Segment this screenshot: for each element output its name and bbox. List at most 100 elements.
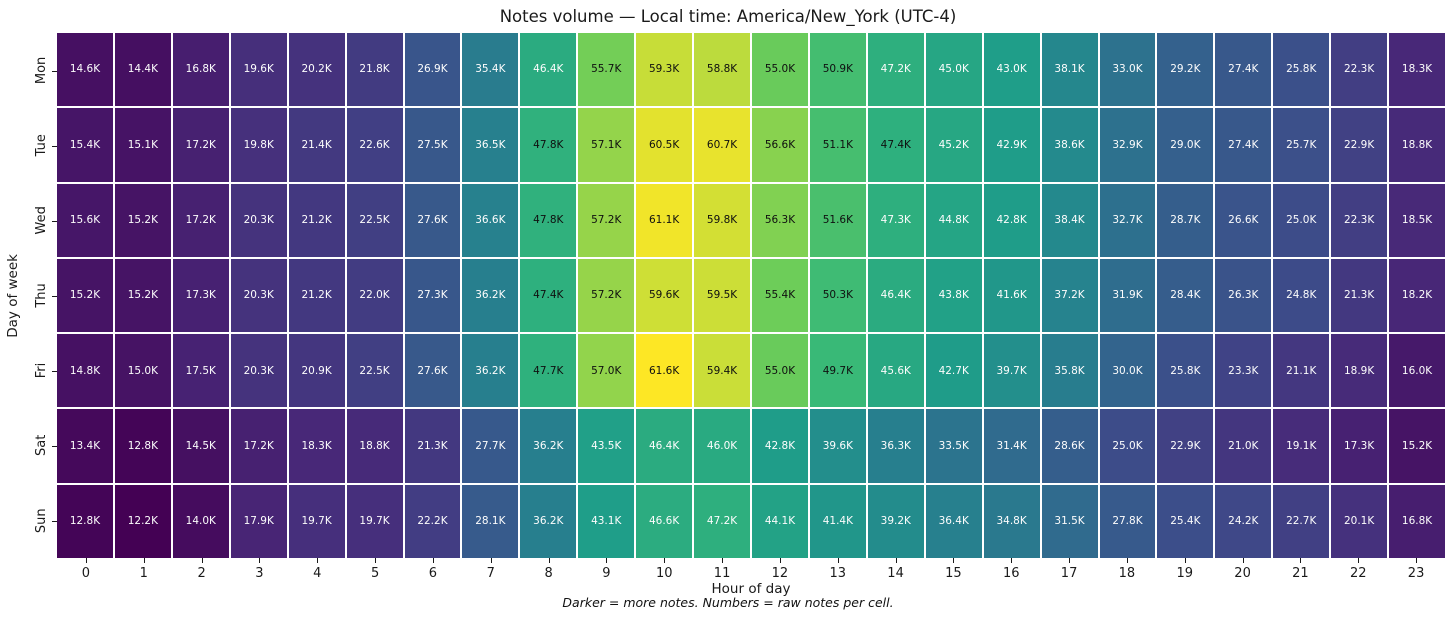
- x-tick-mark: [143, 558, 145, 563]
- heatmap-cell: 46.4K: [867, 258, 924, 333]
- heatmap-cell: 49.7K: [809, 334, 866, 408]
- heatmap-cell: 22.5K: [346, 183, 403, 257]
- heatmap-cell: 38.1K: [1041, 33, 1098, 107]
- heatmap-cell: 27.3K: [404, 258, 461, 333]
- x-tick-label: 12: [771, 566, 789, 581]
- x-tick-label: 6: [428, 566, 438, 581]
- x-tick-label: 2: [197, 566, 206, 581]
- heatmap-cell: 12.8K: [57, 484, 113, 558]
- heatmap-cell: 25.4K: [1157, 484, 1214, 558]
- heatmap-cell: 42.8K: [752, 409, 808, 483]
- heatmap-cell: 26.6K: [1215, 183, 1272, 257]
- heatmap-cell: 16.8K: [172, 33, 229, 107]
- heatmap-cell: 29.0K: [1157, 108, 1214, 182]
- x-tick-mark: [1242, 558, 1244, 563]
- heatmap-cell: 17.2K: [172, 108, 229, 182]
- heatmap-cell: 28.1K: [462, 484, 519, 558]
- heatmap-cell: 36.2K: [520, 484, 577, 558]
- x-axis-ticks: 0 1 2 3 4 5 6 7 8 9 10 11 12 13 14 15 16 17 18 19 20 21 22 23: [57, 558, 1445, 584]
- heatmap-cell: 42.7K: [925, 334, 982, 408]
- heatmap-cell: 27.6K: [404, 183, 461, 257]
- y-tick-label: Tue: [34, 134, 49, 157]
- x-tick-mark: [1069, 558, 1071, 563]
- y-tick-label: Sun: [34, 508, 49, 533]
- heatmap-cell: 27.4K: [1215, 108, 1272, 182]
- heatmap-cell: 17.3K: [1331, 409, 1388, 483]
- heatmap-cell: 31.5K: [1041, 484, 1098, 558]
- heatmap-cell: 15.6K: [57, 183, 113, 257]
- heatmap-cell: 43.1K: [578, 484, 635, 558]
- heatmap-cell: 29.2K: [1157, 33, 1214, 107]
- heatmap-cell: 59.8K: [694, 183, 750, 257]
- heatmap-cell: 17.2K: [230, 409, 287, 483]
- heatmap-cell: 25.7K: [1273, 108, 1330, 182]
- x-tick-mark: [317, 558, 319, 563]
- x-tick-mark: [664, 558, 666, 563]
- x-tick-label: 7: [486, 566, 495, 581]
- heatmap-cell: 20.3K: [230, 334, 287, 408]
- heatmap-cell: 18.8K: [346, 409, 403, 483]
- heatmap-cell: 31.4K: [983, 409, 1040, 483]
- heatmap-cell: 21.3K: [1331, 258, 1388, 333]
- heatmap-cell: 51.6K: [809, 183, 866, 257]
- heatmap-cell: 14.4K: [114, 33, 171, 107]
- heatmap-cell: 28.4K: [1157, 258, 1214, 333]
- heatmap-cell: 19.6K: [230, 33, 287, 107]
- heatmap-cell: 20.2K: [288, 33, 345, 107]
- heatmap-cell: 36.5K: [462, 108, 519, 182]
- y-tick-label: Mon: [34, 56, 49, 85]
- heatmap-cell: 36.2K: [462, 334, 519, 408]
- heatmap-cell: 28.7K: [1157, 183, 1214, 257]
- heatmap-cell: 31.9K: [1099, 258, 1156, 333]
- x-tick-mark: [1300, 558, 1302, 563]
- x-tick-label: 11: [713, 566, 731, 581]
- heatmap-cell: 59.3K: [636, 33, 693, 107]
- heatmap-cell: 21.4K: [288, 108, 345, 182]
- x-tick-label: 16: [1002, 566, 1020, 581]
- y-tick-label: Wed: [34, 206, 49, 235]
- x-tick-label: 1: [139, 566, 148, 581]
- heatmap-cell: 17.3K: [172, 258, 229, 333]
- heatmap-cell: 27.8K: [1099, 484, 1156, 558]
- heatmap-cell: 36.6K: [462, 183, 519, 257]
- heatmap-cell: 36.2K: [520, 409, 577, 483]
- heatmap-cell: 36.2K: [462, 258, 519, 333]
- heatmap-cell: 17.2K: [172, 183, 229, 257]
- heatmap-cell: 47.7K: [520, 334, 577, 408]
- heatmap-cell: 35.8K: [1041, 334, 1098, 408]
- x-tick-label: 0: [81, 566, 91, 581]
- heatmap-cell: 39.6K: [809, 409, 866, 483]
- heatmap-cell: 15.2K: [57, 258, 113, 333]
- heatmap-cell: 57.1K: [578, 108, 635, 182]
- heatmap-cell: 45.2K: [925, 108, 982, 182]
- y-tick-label: Sat: [34, 434, 49, 457]
- heatmap-cell: 60.5K: [636, 108, 693, 182]
- heatmap-cell: 41.4K: [809, 484, 866, 558]
- heatmap-cell: 20.3K: [230, 183, 287, 257]
- heatmap-cell: 56.3K: [752, 183, 808, 257]
- heatmap-cell: 21.3K: [404, 409, 461, 483]
- y-tick-mark: [52, 445, 57, 447]
- heatmap-cell: 55.0K: [752, 33, 808, 107]
- x-tick-mark: [201, 558, 203, 563]
- heatmap-cell: 14.8K: [57, 334, 113, 408]
- heatmap-cell: 47.4K: [520, 258, 577, 333]
- heatmap-cell: 22.9K: [1331, 108, 1388, 182]
- y-axis-label: Day of week: [5, 253, 21, 338]
- heatmap-cell: 24.8K: [1273, 258, 1330, 333]
- heatmap-cell: 15.0K: [114, 334, 171, 408]
- heatmap-cell: 43.0K: [983, 33, 1040, 107]
- heatmap-cell: 21.0K: [1215, 409, 1272, 483]
- x-tick-mark: [85, 558, 87, 563]
- heatmap-cell: 18.2K: [1389, 258, 1445, 333]
- heatmap-cell: 50.3K: [809, 258, 866, 333]
- heatmap-cell: 19.8K: [230, 108, 287, 182]
- y-tick-mark: [52, 220, 57, 222]
- heatmap-cell: 47.8K: [520, 183, 577, 257]
- heatmap-cell: 37.2K: [1041, 258, 1098, 333]
- y-tick-label: Thu: [34, 283, 49, 308]
- heatmap-cell: 25.8K: [1273, 33, 1330, 107]
- heatmap-cell: 43.8K: [925, 258, 982, 333]
- heatmap-cell: 30.0K: [1099, 334, 1156, 408]
